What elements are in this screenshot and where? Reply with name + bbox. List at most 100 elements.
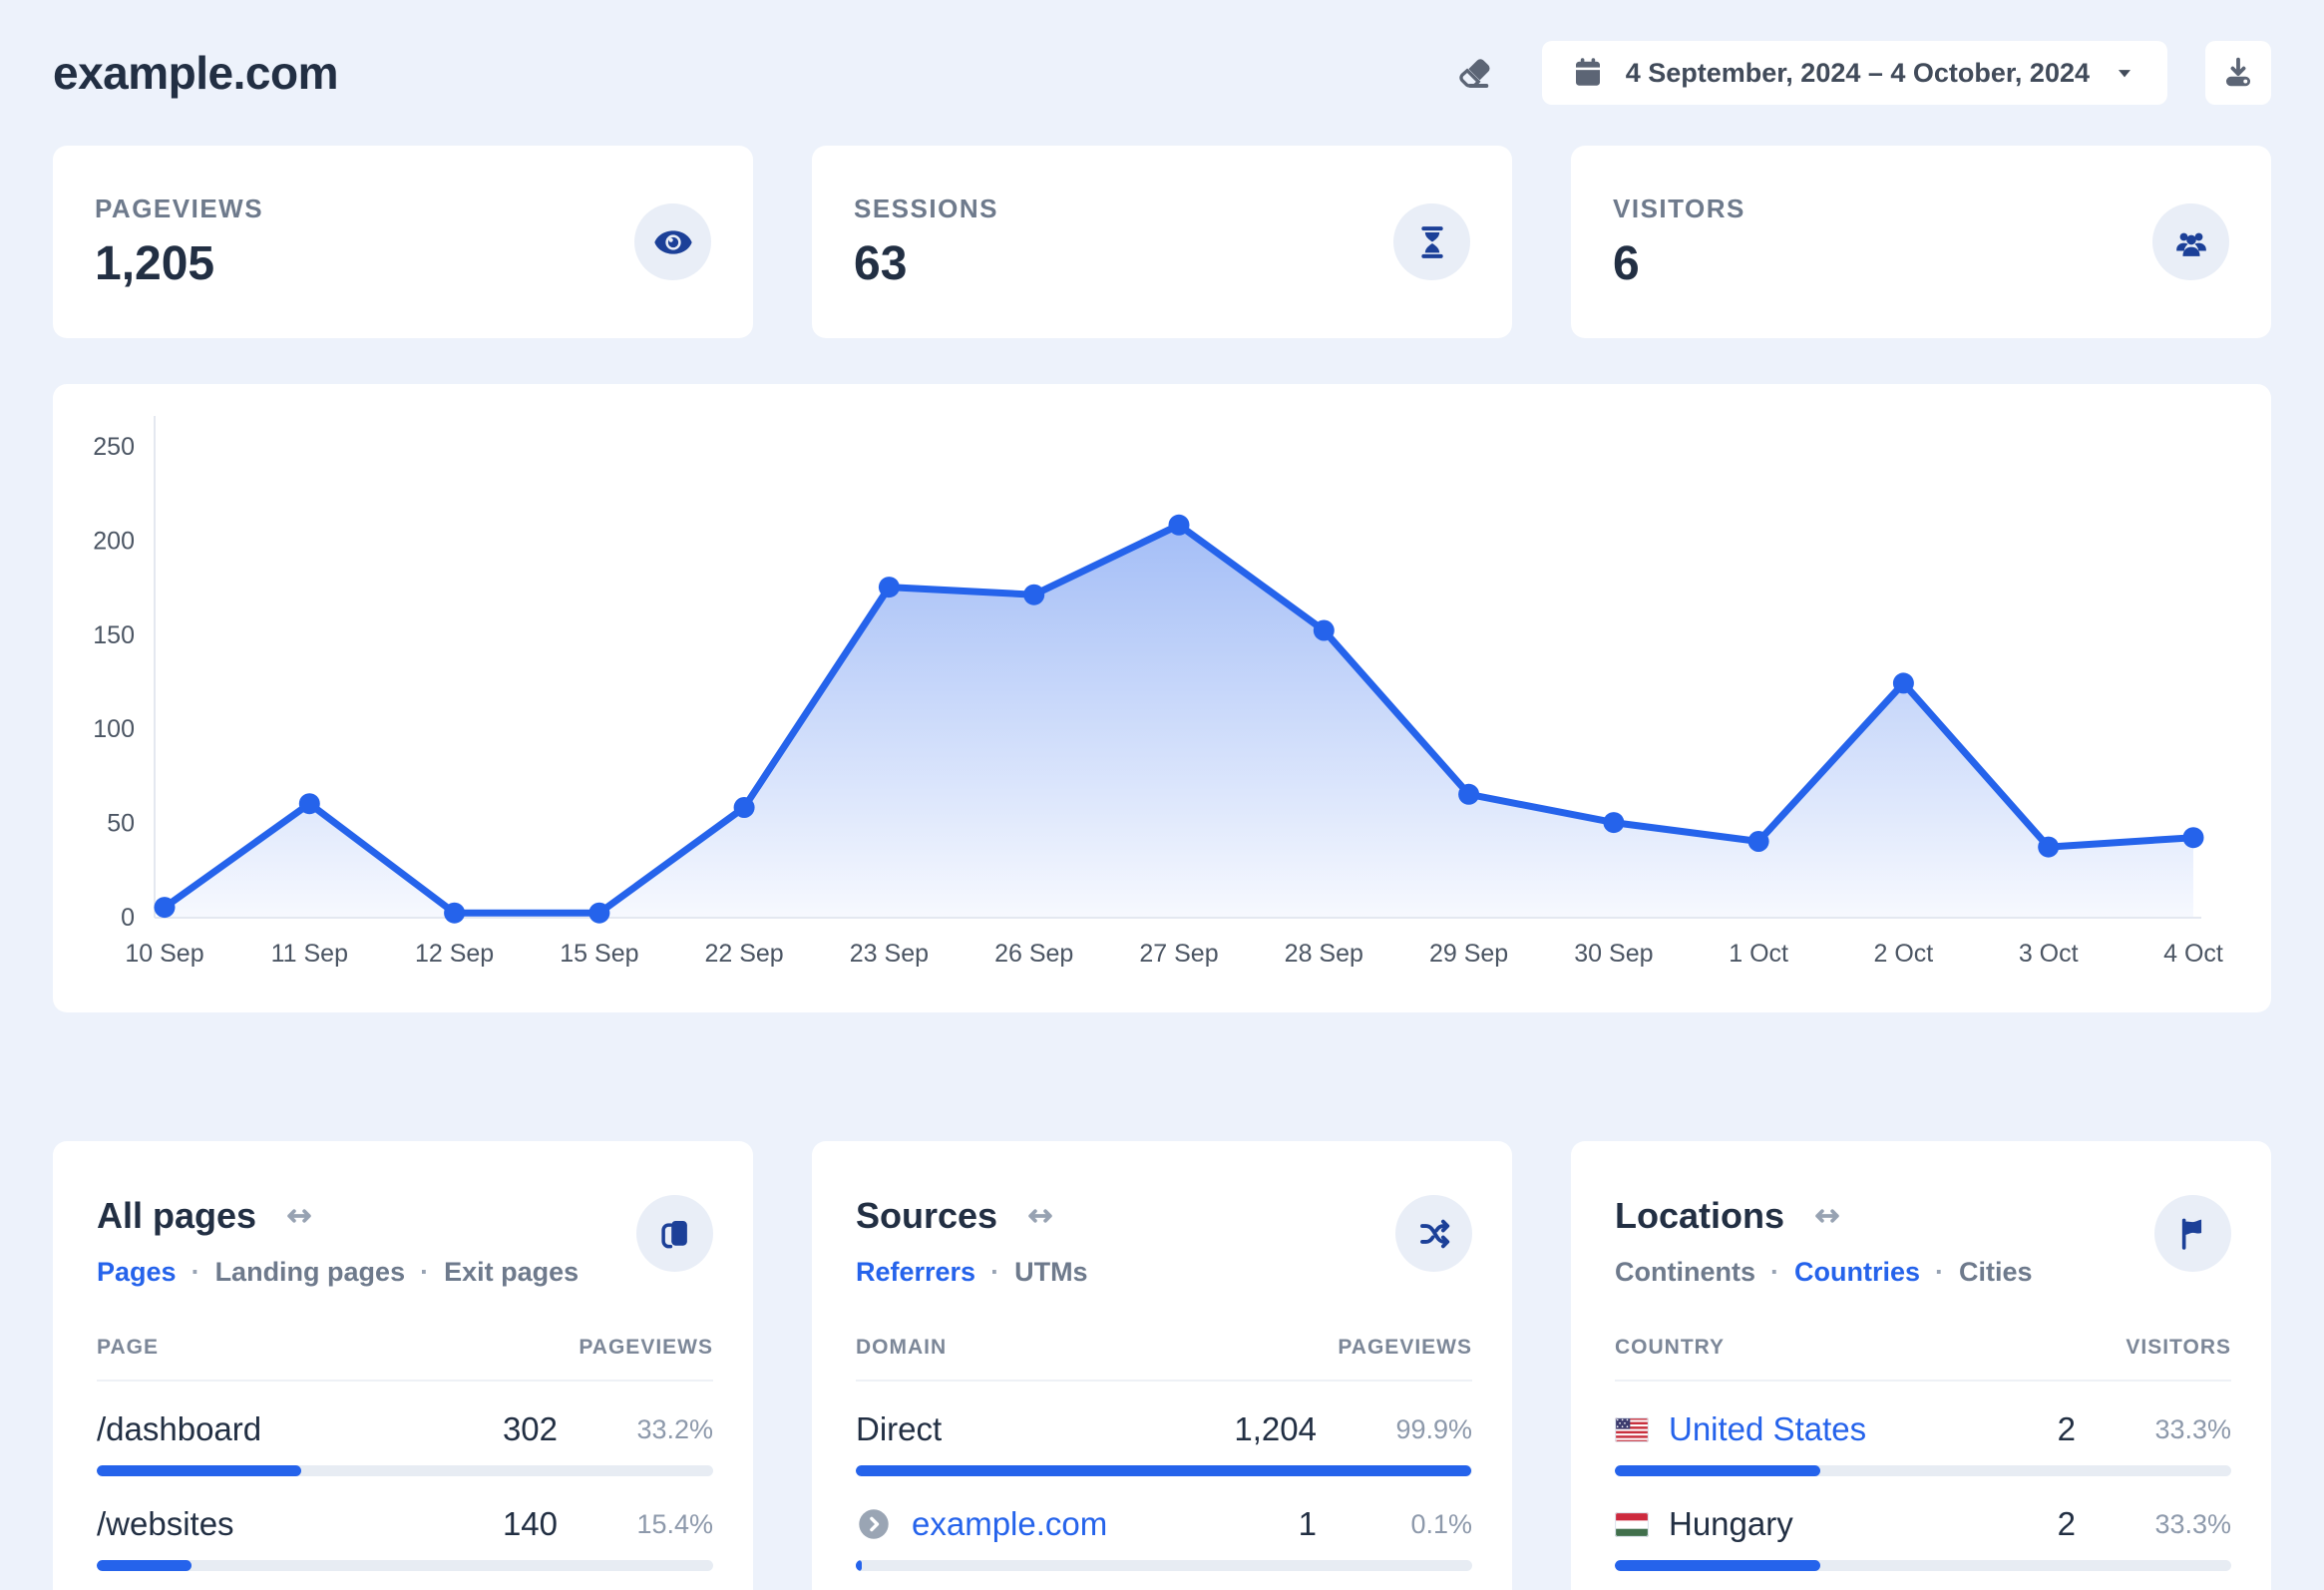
stat-value: 63 xyxy=(854,236,908,290)
date-range-picker[interactable]: 4 September, 2024 – 4 October, 2024 xyxy=(1541,41,2167,105)
clear-data-button[interactable] xyxy=(1444,43,1504,103)
tab-continents[interactable]: Continents xyxy=(1615,1257,1755,1287)
table-row: Direct 1,204 99.9% xyxy=(856,1407,1472,1476)
panel-head: Sources Referrers · UTMs xyxy=(856,1195,1472,1288)
caret-down-icon xyxy=(2119,70,2130,78)
panel-locations: Locations Continents · Countries · Cities CO… xyxy=(1571,1141,2271,1590)
tab-separator: · xyxy=(1770,1257,1779,1287)
chart-point-23-sep[interactable] xyxy=(878,577,900,598)
download-button[interactable] xyxy=(2205,41,2271,105)
row-value: 1,204 xyxy=(1234,1410,1317,1447)
progress-bar xyxy=(1615,1560,2231,1571)
chart-point-11-sep[interactable] xyxy=(298,793,320,815)
x-axis-label: 1 Oct xyxy=(1729,940,1788,968)
panel-action-button[interactable] xyxy=(636,1195,713,1272)
tab-separator: · xyxy=(420,1257,430,1287)
panel-head: Locations Continents · Countries · Cities xyxy=(1615,1195,2231,1288)
users-icon xyxy=(2175,232,2206,256)
row-label: /websites xyxy=(97,1505,438,1543)
chart-point-28-sep[interactable] xyxy=(1313,619,1335,641)
progress-bar xyxy=(1615,1465,2231,1476)
tab-utms[interactable]: UTMs xyxy=(1014,1257,1088,1287)
table-row: example.com 1 0.1% xyxy=(856,1502,1472,1571)
x-axis-label: 3 Oct xyxy=(2019,940,2079,968)
row-label-text: /dashboard xyxy=(97,1410,262,1447)
row-label[interactable]: example.com xyxy=(856,1505,1197,1543)
stat-label: PAGEVIEWS xyxy=(95,193,264,223)
y-axis-label: 50 xyxy=(107,810,135,838)
panel-tabs: Continents · Countries · Cities xyxy=(1615,1257,2033,1288)
y-axis-label: 250 xyxy=(93,433,135,461)
table-body: /dashboard 302 33.2% /websites 140 15.4% xyxy=(97,1407,713,1571)
progress-bar xyxy=(97,1560,713,1571)
row-label-text: example.com xyxy=(912,1505,1108,1542)
panel-action-button[interactable] xyxy=(1395,1195,1472,1272)
flag-icon xyxy=(2181,1218,2201,1250)
column-label: COUNTRY xyxy=(1615,1336,1726,1359)
swap-horizontal-icon[interactable] xyxy=(1023,1199,1057,1233)
column-value: PAGEVIEWS xyxy=(579,1336,713,1359)
tab-pages[interactable]: Pages xyxy=(97,1257,177,1287)
stat-label: VISITORS xyxy=(1613,193,1745,223)
x-axis-label: 23 Sep xyxy=(850,940,929,968)
progress-bar xyxy=(856,1560,1472,1571)
tab-landing-pages[interactable]: Landing pages xyxy=(214,1257,406,1287)
chart-point-4-oct[interactable] xyxy=(2182,827,2204,849)
stat-text: PAGEVIEWS 1,205 xyxy=(95,194,263,291)
row-label: /dashboard xyxy=(97,1410,438,1448)
stat-card-sessions: SESSIONS 63 xyxy=(812,146,1512,338)
hungary-flag-icon xyxy=(1615,1511,1649,1537)
row-label-text: Hungary xyxy=(1669,1505,1793,1542)
row-label-text: United States xyxy=(1669,1410,1867,1447)
row-percent: 33.3% xyxy=(2154,1508,2231,1539)
tab-exit-pages[interactable]: Exit pages xyxy=(444,1257,580,1287)
row-label[interactable]: United States xyxy=(1615,1410,1956,1448)
stat-icon-circle xyxy=(2152,203,2229,280)
tab-separator: · xyxy=(191,1257,200,1287)
tab-referrers[interactable]: Referrers xyxy=(856,1257,976,1287)
chart-point-3-oct[interactable] xyxy=(2038,836,2060,858)
chart-point-15-sep[interactable] xyxy=(588,902,610,924)
eraser-icon xyxy=(1459,59,1490,88)
chart-point-2-oct[interactable] xyxy=(1892,672,1914,694)
row-value: 2 xyxy=(2057,1410,2076,1447)
x-axis-label: 4 Oct xyxy=(2163,940,2223,968)
x-axis-label: 30 Sep xyxy=(1574,940,1653,968)
panel-tabs: Referrers · UTMs xyxy=(856,1257,1088,1288)
chart-point-1-oct[interactable] xyxy=(1747,831,1769,852)
column-label: PAGE xyxy=(97,1336,159,1359)
row-percent: 0.1% xyxy=(1410,1508,1472,1539)
chart-point-10-sep[interactable] xyxy=(154,897,176,919)
table-row: United States 2 33.3% xyxy=(1615,1407,2231,1476)
shuffle-icon xyxy=(1419,1219,1449,1248)
tab-cities[interactable]: Cities xyxy=(1959,1257,2033,1287)
row-value: 2 xyxy=(2057,1505,2076,1542)
stat-value: 1,205 xyxy=(95,236,215,290)
stats-row: PAGEVIEWS 1,205 SESSIONS 63 VISITORS 6 xyxy=(53,146,2271,338)
progress-bar xyxy=(856,1465,1472,1476)
progress-bar xyxy=(97,1465,713,1476)
table-header: DOMAIN PAGEVIEWS xyxy=(856,1336,1472,1382)
chart-point-26-sep[interactable] xyxy=(1023,584,1045,605)
chart-point-30-sep[interactable] xyxy=(1603,812,1625,834)
swap-horizontal-icon[interactable] xyxy=(282,1199,316,1233)
table-row: /dashboard 302 33.2% xyxy=(97,1407,713,1476)
chart-point-12-sep[interactable] xyxy=(444,902,466,924)
panels-row: All pages Pages · Landing pages · Exit pages… xyxy=(53,1141,2271,1590)
x-axis-label: 28 Sep xyxy=(1285,940,1363,968)
row-label: Direct xyxy=(856,1410,1197,1448)
panel-action-button[interactable] xyxy=(2154,1195,2231,1272)
table-header: PAGE PAGEVIEWS xyxy=(97,1336,713,1382)
chart-point-22-sep[interactable] xyxy=(733,797,755,818)
stat-card-visitors: VISITORS 6 xyxy=(1571,146,2271,338)
panel-head: All pages Pages · Landing pages · Exit pages xyxy=(97,1195,713,1288)
date-range-label: 4 September, 2024 – 4 October, 2024 xyxy=(1625,57,2090,88)
tab-countries[interactable]: Countries xyxy=(1794,1257,1921,1287)
progress-fill xyxy=(97,1465,302,1476)
y-axis-label: 100 xyxy=(93,715,135,743)
download-icon xyxy=(2225,57,2251,87)
swap-horizontal-icon[interactable] xyxy=(1810,1199,1844,1233)
row-percent: 15.4% xyxy=(636,1508,713,1539)
chart-point-29-sep[interactable] xyxy=(1458,783,1480,805)
chart-point-27-sep[interactable] xyxy=(1168,514,1190,536)
